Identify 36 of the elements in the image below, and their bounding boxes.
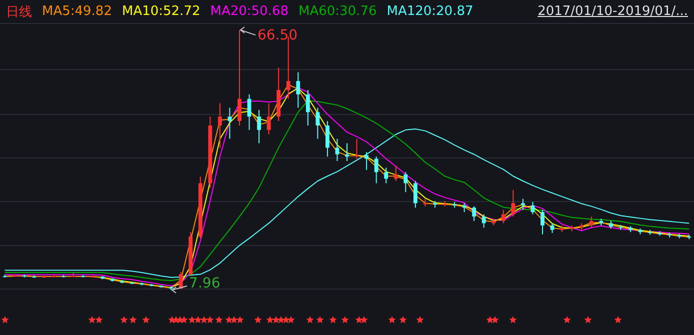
candlestick: [404, 172, 408, 193]
annotation: 66.50: [257, 28, 298, 44]
candlestick: [325, 120, 330, 158]
candlestick: [413, 180, 418, 208]
candlestick: [540, 209, 544, 235]
candlestick: [335, 138, 340, 162]
candlestick: [482, 214, 486, 228]
candlestick: [354, 138, 359, 160]
text: MA5:49.82: [42, 4, 112, 19]
chart-subtitle: 2017/01/10-2019/01/...: [538, 4, 688, 19]
candlestick: [550, 222, 554, 234]
candlestick: [394, 164, 398, 182]
candlestick: [364, 152, 369, 170]
text: MA20:50.68: [210, 4, 288, 19]
text: MA60:30.76: [298, 4, 377, 19]
candlestick: [501, 209, 506, 224]
candlestick: [384, 167, 388, 184]
candlestick: [511, 189, 516, 218]
candlestick: [316, 107, 320, 140]
candlestick: [178, 272, 183, 290]
candlestick: [374, 156, 378, 184]
annotation: 7.96: [189, 276, 220, 292]
candlestick: [228, 107, 232, 140]
candlestick: [589, 216, 594, 228]
text: MA10:52.72: [122, 4, 200, 19]
candlestick: [266, 102, 271, 135]
candlestick: [238, 30, 242, 126]
chart-title: 日线: [6, 4, 32, 20]
candlestick: [218, 102, 222, 148]
candlestick: [345, 142, 349, 162]
candlestick: [296, 72, 300, 108]
text: MA120:20.87: [386, 4, 474, 19]
candlestick: [520, 198, 525, 210]
candlestick: [257, 109, 261, 144]
candlestick: [472, 206, 476, 222]
candlestick: [306, 89, 310, 126]
